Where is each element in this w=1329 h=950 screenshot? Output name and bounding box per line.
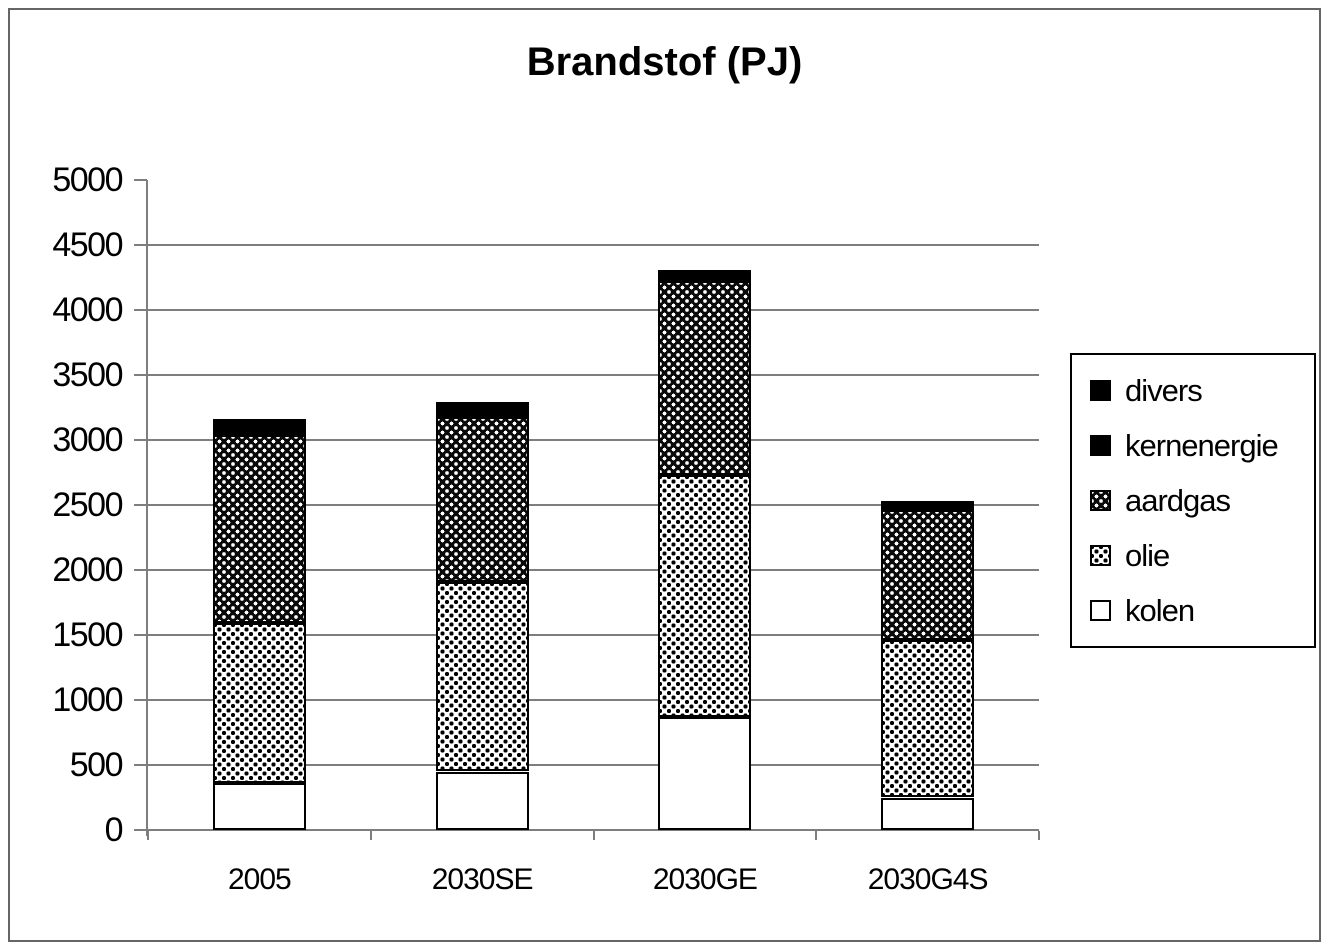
legend-label: olie (1125, 537, 1170, 573)
legend-label: divers (1125, 372, 1203, 408)
x-category-label: 2005 (228, 863, 292, 896)
x-tick (147, 831, 149, 840)
chart-title: Brandstof (PJ) (526, 40, 803, 84)
y-tick-label: 2500 (52, 486, 123, 524)
legend-label: kernenergie (1125, 427, 1279, 463)
bar-segment-olie (212, 623, 306, 784)
y-tick-label: 0 (104, 811, 124, 849)
gridline (148, 309, 1039, 311)
y-tick (134, 439, 147, 441)
bar-segment-divers (658, 269, 752, 277)
y-tick (134, 179, 147, 181)
gridline (148, 439, 1039, 441)
y-tick (134, 699, 147, 701)
bar-segment-olie (658, 475, 752, 717)
bar-segment-aardgas (658, 281, 752, 476)
x-tick (1038, 831, 1040, 840)
legend-item-aardgas: aardgas (1090, 483, 1310, 519)
y-tick (134, 829, 147, 831)
y-tick (134, 634, 147, 636)
bar-segment-kernenergie (658, 276, 752, 282)
legend: divers kernenergie aardgas olie kolen (1070, 353, 1316, 648)
bar-segment-aardgas (212, 434, 306, 624)
y-tick (134, 244, 147, 246)
legend-item-kernenergie: kernenergie (1090, 428, 1310, 464)
gridline (148, 504, 1039, 506)
y-tick (134, 504, 147, 506)
legend-swatch-olie-icon (1090, 545, 1111, 566)
legend-swatch-aardgas-icon (1090, 490, 1111, 511)
legend-label: kolen (1125, 592, 1195, 628)
y-tick-label: 2000 (52, 551, 123, 589)
chart-frame (8, 8, 1321, 942)
gridline (148, 699, 1039, 701)
bar-segment-kolen (881, 797, 975, 830)
legend-swatch-kernenergie-icon (1090, 435, 1111, 456)
y-tick (134, 764, 147, 766)
y-tick-label: 500 (69, 746, 124, 784)
bar-segment-aardgas (435, 416, 529, 582)
y-axis-line (146, 180, 148, 836)
y-tick-label: 3500 (52, 356, 123, 394)
y-tick (134, 374, 147, 376)
y-tick-label: 5000 (52, 161, 123, 199)
gridline (148, 634, 1039, 636)
bar-segment-aardgas (881, 510, 975, 641)
legend-item-olie: olie (1090, 538, 1310, 574)
y-tick-label: 1000 (52, 681, 123, 719)
legend-swatch-kolen-icon (1090, 600, 1111, 621)
bar-segment-kolen (435, 771, 529, 830)
bar-segment-kernenergie (881, 505, 975, 511)
legend-swatch-divers-icon (1090, 380, 1111, 401)
bar-segment-kernenergie (212, 429, 306, 435)
bar-segment-divers (881, 501, 975, 506)
y-tick (134, 569, 147, 571)
x-tick (369, 831, 372, 840)
legend-item-divers: divers (1090, 373, 1310, 409)
y-tick-label: 1500 (52, 616, 123, 654)
bar-segment-kernenergie (435, 411, 529, 417)
bar-segment-olie (881, 640, 975, 798)
y-tick-label: 4000 (52, 291, 123, 329)
gridline (148, 374, 1039, 376)
x-axis-line (148, 829, 1039, 831)
x-tick (815, 831, 818, 840)
y-tick (134, 309, 147, 311)
bar-segment-olie (435, 581, 529, 772)
bar-segment-divers (212, 419, 306, 430)
bar-segment-kolen (212, 783, 306, 830)
gridline (148, 764, 1039, 766)
y-tick-label: 3000 (52, 421, 123, 459)
x-category-label: 2030GE (652, 863, 758, 896)
x-category-label: 2030G4S (867, 863, 989, 896)
y-tick-label: 4500 (52, 226, 123, 264)
gridline (148, 244, 1039, 246)
x-tick (592, 831, 595, 840)
x-category-label: 2030SE (431, 863, 534, 896)
legend-item-kolen: kolen (1090, 593, 1310, 629)
legend-label: aardgas (1125, 482, 1231, 518)
bar-segment-kolen (658, 716, 752, 830)
gridline (148, 569, 1039, 571)
bar-segment-divers (435, 402, 529, 412)
